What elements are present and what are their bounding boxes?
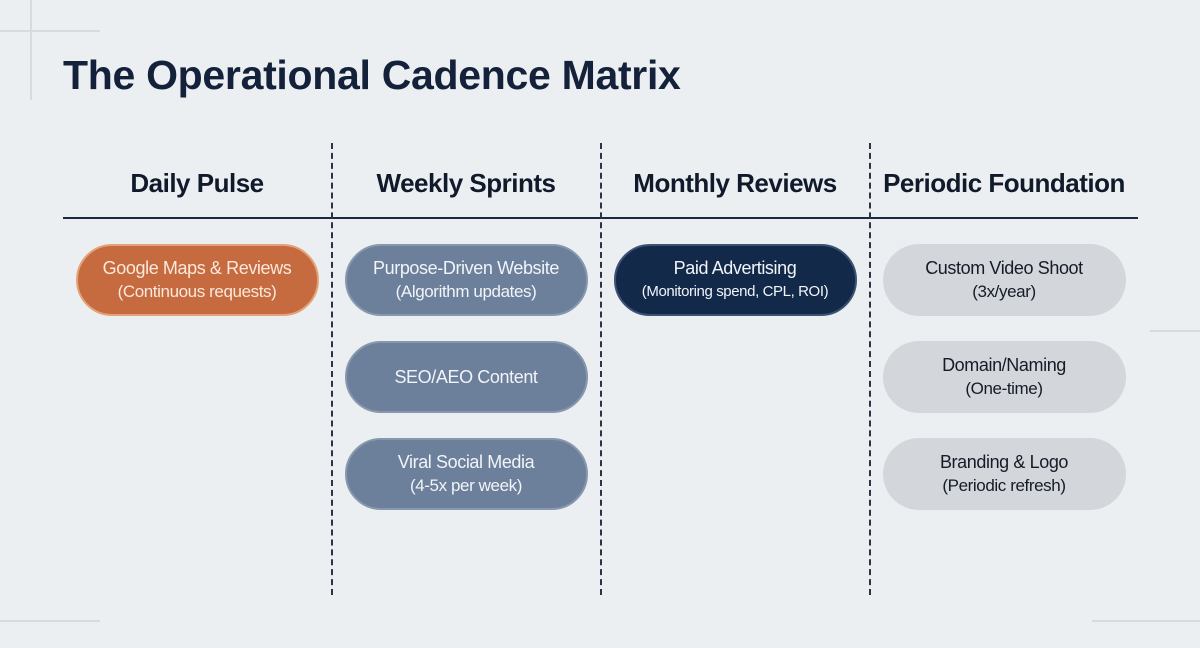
cadence-item: Custom Video Shoot (3x/year) [882,244,1126,316]
item-label: Branding & Logo [939,452,1069,472]
item-detail: (3x/year) [972,282,1036,301]
cadence-item: Google Maps & Reviews (Continuous reques… [75,244,319,316]
cadence-item: Purpose-Driven Website (Algorithm update… [344,244,588,316]
column-daily: Daily Pulse Google Maps & Reviews (Conti… [63,150,331,316]
cadence-item: Viral Social Media (4-5x per week) [344,438,588,510]
column-divider [331,143,333,595]
item-label: Viral Social Media [397,452,535,472]
column-heading: Periodic Foundation [883,167,1125,198]
item-label: Paid Advertising [673,258,797,278]
item-label: Google Maps & Reviews [102,258,292,278]
cadence-item: Branding & Logo (Periodic refresh) [882,438,1126,510]
item-detail: (Periodic refresh) [942,476,1066,495]
column-monthly: Monthly Reviews Paid Advertising (Monito… [601,150,869,316]
crop-mark [0,30,100,32]
column-heading: Monthly Reviews [633,167,837,198]
item-detail: (4-5x per week) [409,476,523,495]
item-detail: (Continuous requests) [117,282,277,301]
item-label: Custom Video Shoot [925,258,1083,278]
cadence-item: Domain/Naming (One-time) [882,341,1126,413]
item-detail: (Monitoring spend, CPL, ROI) [641,283,829,300]
item-label: Domain/Naming [942,355,1066,375]
column-divider [600,143,602,595]
crop-mark [1092,620,1200,622]
item-label: Purpose-Driven Website [373,258,559,278]
item-label: SEO/AEO Content [394,366,538,387]
column-periodic: Periodic Foundation Custom Video Shoot (… [870,150,1138,510]
column-weekly: Weekly Sprints Purpose-Driven Website (A… [332,150,600,510]
item-detail: (One-time) [965,379,1043,398]
crop-mark [0,620,100,622]
column-divider [869,143,871,595]
column-heading: Weekly Sprints [376,167,556,198]
item-detail: (Algorithm updates) [395,282,537,301]
crop-mark [30,0,32,100]
crop-mark [1150,330,1200,332]
cadence-item: SEO/AEO Content [344,341,588,413]
page-title: The Operational Cadence Matrix [63,52,681,98]
column-heading: Daily Pulse [130,167,264,198]
cadence-item: Paid Advertising (Monitoring spend, CPL,… [613,244,857,316]
